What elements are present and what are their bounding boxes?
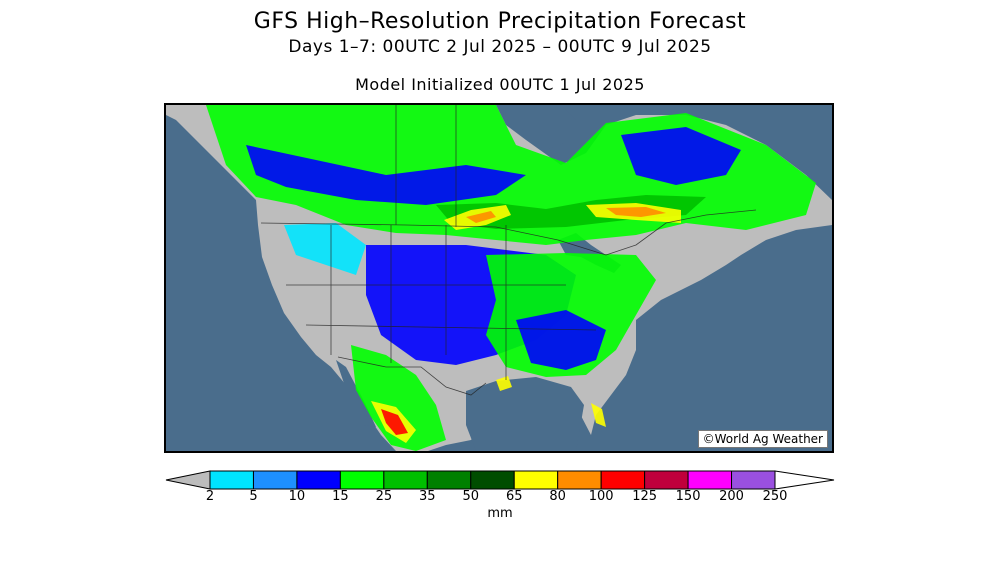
colorbar-bin [600,470,646,490]
model-init-time: Model Initialized 00UTC 1 Jul 2025 [355,75,645,94]
chart-title: GFS High–Resolution Precipitation Foreca… [253,9,747,34]
precip-65mm-texas [496,376,512,391]
colorbar-bin [513,470,559,490]
copyright-credit: ©World Ag Weather [697,430,828,448]
colorbar-bin [339,470,385,490]
precip-25mm-mexico [351,345,446,451]
colorbar-bin [687,470,733,490]
precipitation-shading [206,105,816,451]
forecast-period: Days 1–7: 00UTC 2 Jul 2025 – 00UTC 9 Jul… [288,37,712,57]
precip-65mm-florida [591,403,606,427]
precip-colorbar [165,470,835,490]
colorbar-tick-label: 15 [332,489,349,504]
colorbar-bin [731,470,776,490]
colorbar-unit: mm [487,506,513,521]
precip-10mm-quebec [621,127,741,185]
colorbar-below-min [165,470,211,490]
colorbar-tick-label: 200 [719,489,744,504]
canada-us-border [260,209,757,256]
colorbar-tick-label: 250 [762,489,788,504]
colorbar-tick-label: 2 [205,489,215,504]
us-mexico-border [337,356,487,396]
colorbar-bin [383,470,428,490]
precip-80mm-dakotas [466,211,496,223]
colorbar-tick-label: 35 [419,489,436,504]
gulf-of-california [336,360,376,427]
colorbar-tick-label: 65 [505,489,523,504]
colorbar-tick-label: 50 [462,489,480,504]
colorbar-tick-label: 5 [249,489,258,504]
colorbar-bin [557,470,602,490]
colorbar-tick-label: 100 [588,489,614,504]
map-canvas [166,105,832,451]
precip-100mm-sierra-madre [381,409,408,435]
colorbar-tick-label: 80 [549,489,566,504]
colorbar-tick-label: 125 [632,489,658,504]
colorbar-tick-label: 10 [288,489,306,504]
colorbar-bin [426,470,472,490]
hudson-bay [511,105,576,150]
colorbar-bin [252,470,298,490]
colorbar-above-max [774,470,835,490]
colorbar-bin [209,470,254,490]
precip-80mm-ontario [606,207,666,217]
colorbar-bin [470,470,515,490]
colorbar-tick-label: 150 [675,489,701,504]
state-line [305,324,597,331]
colorbar-bin [296,470,341,490]
precip-10mm-southeast [516,310,606,370]
gulf-of-mexico [466,377,584,451]
colorbar-tick-label: 25 [375,489,393,504]
precip-2mm-west [284,223,366,275]
political-boundaries [260,105,757,396]
precipitation-map: ©World Ag Weather [164,103,834,453]
colorbar-bin [644,470,689,490]
